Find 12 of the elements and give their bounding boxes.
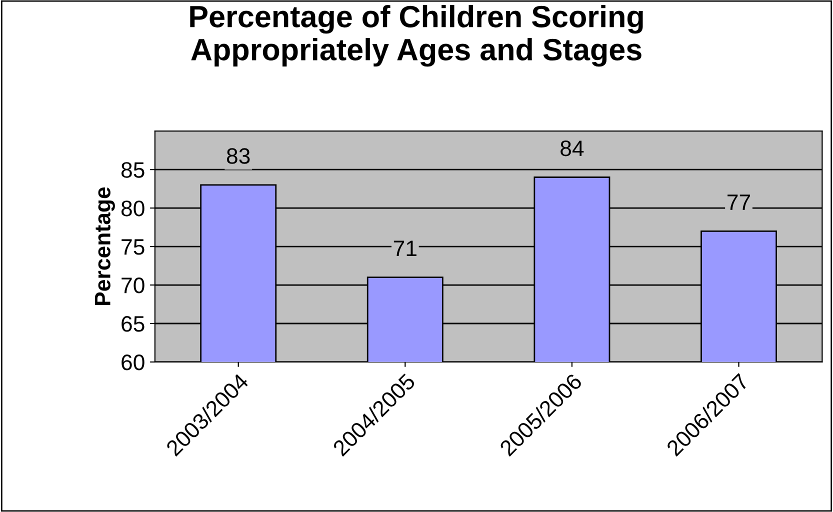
y-tick-label: 80 (121, 200, 144, 216)
y-tick-label: 65 (122, 316, 144, 332)
data-label: 83 (226, 148, 250, 164)
y-tick-label: 75 (122, 239, 144, 255)
y-axis-title: Percentage (94, 187, 115, 305)
data-label: 71 (394, 240, 416, 256)
data-label: 84 (560, 140, 584, 156)
data-label: 77 (728, 194, 750, 210)
chart-title: Percentage of Children Scoring Appropriately Ages and Stages (190, 5, 643, 67)
y-tick-label: 70 (122, 278, 144, 294)
y-tick-label: 60 (122, 354, 144, 370)
y-tick-label: 85 (121, 162, 144, 178)
